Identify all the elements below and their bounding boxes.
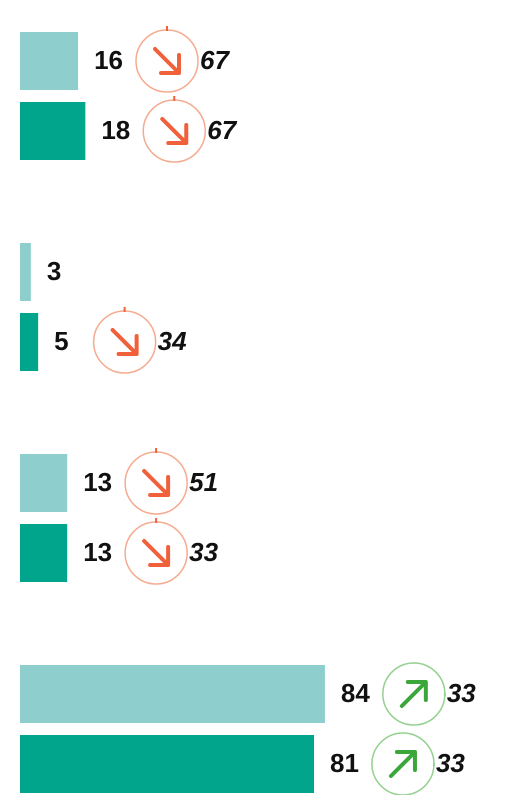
change-value-label: 67 — [207, 115, 237, 145]
trend-icon — [135, 26, 199, 93]
trend-arrow — [110, 328, 138, 355]
trend-arrow-head — [166, 123, 189, 145]
trend-arrow-head — [405, 680, 428, 702]
bar-value-label: 5 — [54, 326, 68, 356]
trend-arrow — [399, 681, 427, 708]
bar — [20, 454, 68, 512]
trend-icon — [124, 448, 188, 515]
bar — [20, 102, 86, 160]
change-value-label: 67 — [200, 45, 230, 75]
change-value-label: 33 — [189, 537, 218, 567]
bar-value-label: 81 — [330, 748, 359, 778]
bar — [20, 524, 68, 582]
trend-arrow-head — [148, 545, 171, 567]
bar-value-label: 13 — [83, 467, 112, 497]
trend-icon — [124, 518, 188, 585]
trend-icon — [371, 732, 435, 795]
change-value-label: 33 — [447, 678, 476, 708]
bar-value-label: 3 — [47, 256, 61, 286]
trend-arrow — [153, 47, 181, 74]
trend-arrow-head — [116, 334, 139, 356]
trend-icon — [92, 307, 157, 374]
trend-arrow — [160, 117, 188, 144]
trend-arrow — [142, 469, 170, 496]
change-value-label: 34 — [158, 326, 187, 356]
change-value-label: 33 — [436, 748, 465, 778]
bar — [20, 735, 315, 793]
trend-icon — [142, 96, 207, 163]
trend-arrow — [388, 751, 416, 778]
bar-value-label: 84 — [341, 678, 370, 708]
trend-arrow — [142, 539, 170, 566]
bar — [20, 243, 31, 301]
bar — [20, 665, 325, 723]
trend-arrow-head — [148, 475, 171, 497]
bar-value-label: 16 — [94, 45, 123, 75]
bar-value-label: 13 — [83, 537, 112, 567]
bar — [20, 32, 79, 90]
trend-arrow-head — [159, 53, 182, 75]
change-value-label: 51 — [189, 467, 218, 497]
bar-value-label: 18 — [101, 115, 130, 145]
bar — [20, 313, 39, 371]
trend-arrow-head — [394, 750, 417, 772]
trend-icon — [382, 662, 446, 726]
